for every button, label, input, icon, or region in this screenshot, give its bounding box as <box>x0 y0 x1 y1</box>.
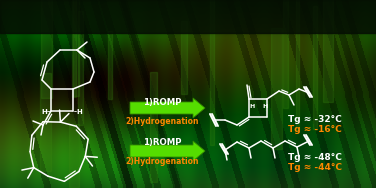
Text: 2)Hydrogenation: 2)Hydrogenation <box>125 118 199 127</box>
Bar <box>210 0 214 145</box>
Bar <box>40 73 51 171</box>
Text: 1)ROMP: 1)ROMP <box>143 99 181 108</box>
Bar <box>313 6 317 129</box>
Text: H: H <box>250 105 255 109</box>
Text: H: H <box>76 109 82 115</box>
Bar <box>271 28 282 149</box>
Bar <box>72 0 76 97</box>
Bar <box>0 0 376 33</box>
Bar <box>69 124 79 187</box>
Text: 1)ROMP: 1)ROMP <box>143 139 181 148</box>
Bar <box>41 0 52 98</box>
Text: Tg ≈ -48°C: Tg ≈ -48°C <box>288 153 342 162</box>
Bar <box>181 21 187 94</box>
Text: H: H <box>262 105 267 109</box>
Text: H: H <box>41 109 47 115</box>
Bar <box>73 0 79 96</box>
Bar <box>323 0 333 102</box>
Polygon shape <box>130 141 205 161</box>
Bar <box>78 11 83 125</box>
Bar <box>108 31 112 99</box>
Text: Tg ≈ -32°C: Tg ≈ -32°C <box>288 115 342 124</box>
Text: Tg ≈ -44°C: Tg ≈ -44°C <box>288 164 342 173</box>
Polygon shape <box>130 98 205 118</box>
Bar <box>283 0 288 108</box>
Text: Tg ≈ -16°C: Tg ≈ -16°C <box>288 126 342 134</box>
Bar <box>150 72 157 182</box>
Bar <box>296 0 299 131</box>
Text: 2)Hydrogenation: 2)Hydrogenation <box>125 158 199 167</box>
